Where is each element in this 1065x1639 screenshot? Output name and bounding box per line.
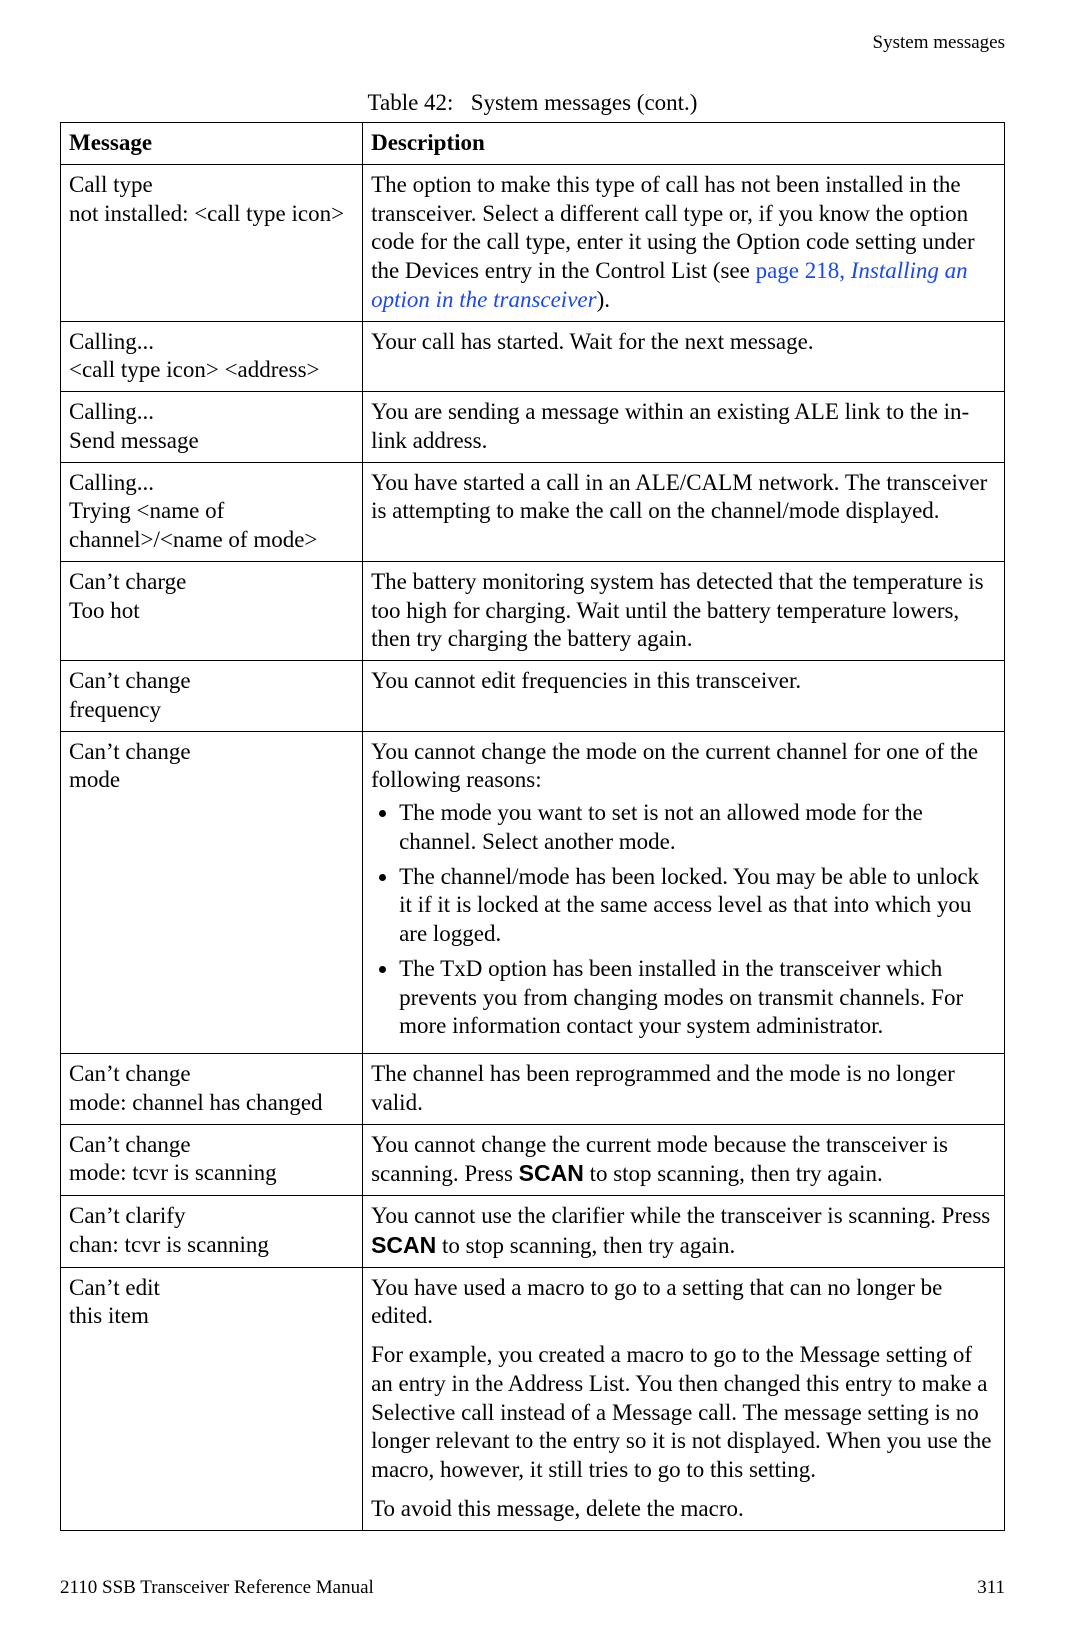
- description-cell: The channel has been reprogrammed and th…: [363, 1054, 1005, 1125]
- bullet-item: The TxD option has been installed in the…: [399, 955, 996, 1041]
- description-cell: The option to make this type of call has…: [363, 164, 1005, 321]
- page-footer: 2110 SSB Transceiver Reference Manual 31…: [60, 1577, 1005, 1599]
- description-cell: You cannot change the current mode becau…: [363, 1124, 1005, 1196]
- col-header-message: Message: [61, 123, 363, 165]
- caption-label: Table 42:: [368, 90, 454, 115]
- message-line: Calling...: [69, 329, 154, 354]
- description-text: You cannot use the clarifier while the t…: [371, 1203, 990, 1228]
- table-row: Can’t change mode: channel has changed T…: [61, 1054, 1005, 1125]
- message-line: mode: tcvr is scanning: [69, 1160, 277, 1185]
- message-line: Can’t edit: [69, 1275, 160, 1300]
- message-line: not installed: <call type icon>: [69, 201, 344, 226]
- description-text: to stop scanning, then try again.: [436, 1233, 735, 1258]
- message-line: Can’t change: [69, 739, 191, 764]
- message-line: Can’t clarify: [69, 1203, 185, 1228]
- table-row: Can’t change mode: tcvr is scanning You …: [61, 1124, 1005, 1196]
- table-header-row: Message Description: [61, 123, 1005, 165]
- description-cell: You have used a macro to go to a setting…: [363, 1267, 1005, 1530]
- message-line: Can’t change: [69, 1061, 191, 1086]
- message-cell: Can’t change mode: [61, 731, 363, 1054]
- message-line: Calling...: [69, 470, 154, 495]
- message-line: Can’t change: [69, 1132, 191, 1157]
- table-row: Call type not installed: <call type icon…: [61, 164, 1005, 321]
- caption-title: System messages (cont.): [471, 90, 698, 115]
- description-cell: You have started a call in an ALE/CALM n…: [363, 462, 1005, 561]
- description-text: to stop scanning, then try again.: [584, 1161, 883, 1186]
- table-row: Can’t change frequency You cannot edit f…: [61, 661, 1005, 732]
- bullet-list: The mode you want to set is not an allow…: [371, 799, 996, 1041]
- footer-page-number: 311: [977, 1577, 1005, 1599]
- description-text: For example, you created a macro to go t…: [371, 1341, 996, 1485]
- table-row: Can’t charge Too hot The battery monitor…: [61, 561, 1005, 660]
- message-cell: Can’t change frequency: [61, 661, 363, 732]
- description-cell: You are sending a message within an exis…: [363, 392, 1005, 463]
- description-text: You cannot change the mode on the curren…: [371, 738, 996, 796]
- table-row: Can’t clarify chan: tcvr is scanning You…: [61, 1196, 1005, 1268]
- description-cell: You cannot use the clarifier while the t…: [363, 1196, 1005, 1268]
- message-line: <call type icon> <address>: [69, 357, 320, 382]
- xref-page: page 218,: [756, 258, 851, 283]
- key-label: SCAN: [371, 1232, 436, 1258]
- message-line: Trying <name of channel>/<name of mode>: [69, 498, 317, 552]
- table-row: Calling... Trying <name of channel>/<nam…: [61, 462, 1005, 561]
- table-row: Can’t change mode You cannot change the …: [61, 731, 1005, 1054]
- message-line: Calling...: [69, 399, 154, 424]
- message-line: mode: [69, 767, 120, 792]
- description-cell: Your call has started. Wait for the next…: [363, 321, 1005, 392]
- message-cell: Can’t charge Too hot: [61, 561, 363, 660]
- table-row: Can’t edit this item You have used a mac…: [61, 1267, 1005, 1530]
- message-line: Call type: [69, 172, 153, 197]
- system-messages-table: Message Description Call type not instal…: [60, 122, 1005, 1531]
- description-text: You have used a macro to go to a setting…: [371, 1274, 996, 1332]
- message-cell: Calling... <call type icon> <address>: [61, 321, 363, 392]
- description-text: ).: [597, 287, 610, 312]
- message-cell: Call type not installed: <call type icon…: [61, 164, 363, 321]
- col-header-description: Description: [363, 123, 1005, 165]
- message-line: mode: channel has changed: [69, 1090, 323, 1115]
- message-cell: Calling... Send message: [61, 392, 363, 463]
- description-cell: You cannot change the mode on the curren…: [363, 731, 1005, 1054]
- description-cell: The battery monitoring system has detect…: [363, 561, 1005, 660]
- message-cell: Can’t change mode: channel has changed: [61, 1054, 363, 1125]
- bullet-item: The channel/mode has been locked. You ma…: [399, 863, 996, 949]
- message-cell: Can’t edit this item: [61, 1267, 363, 1530]
- table-caption: Table 42: System messages (cont.): [60, 90, 1005, 116]
- message-cell: Calling... Trying <name of channel>/<nam…: [61, 462, 363, 561]
- table-row: Calling... <call type icon> <address> Yo…: [61, 321, 1005, 392]
- message-line: chan: tcvr is scanning: [69, 1232, 269, 1257]
- message-line: Can’t change: [69, 668, 191, 693]
- key-label: SCAN: [519, 1160, 584, 1186]
- message-line: this item: [69, 1303, 149, 1328]
- message-line: Can’t charge: [69, 569, 186, 594]
- page: System messages Table 42: System message…: [0, 0, 1065, 1639]
- footer-doc-title: 2110 SSB Transceiver Reference Manual: [60, 1577, 374, 1599]
- message-line: frequency: [69, 697, 161, 722]
- message-line: Send message: [69, 428, 199, 453]
- table-row: Calling... Send message You are sending …: [61, 392, 1005, 463]
- message-line: Too hot: [69, 598, 140, 623]
- description-text: To avoid this message, delete the macro.: [371, 1495, 996, 1524]
- running-header: System messages: [60, 32, 1005, 54]
- message-cell: Can’t clarify chan: tcvr is scanning: [61, 1196, 363, 1268]
- message-cell: Can’t change mode: tcvr is scanning: [61, 1124, 363, 1196]
- description-cell: You cannot edit frequencies in this tran…: [363, 661, 1005, 732]
- bullet-item: The mode you want to set is not an allow…: [399, 799, 996, 857]
